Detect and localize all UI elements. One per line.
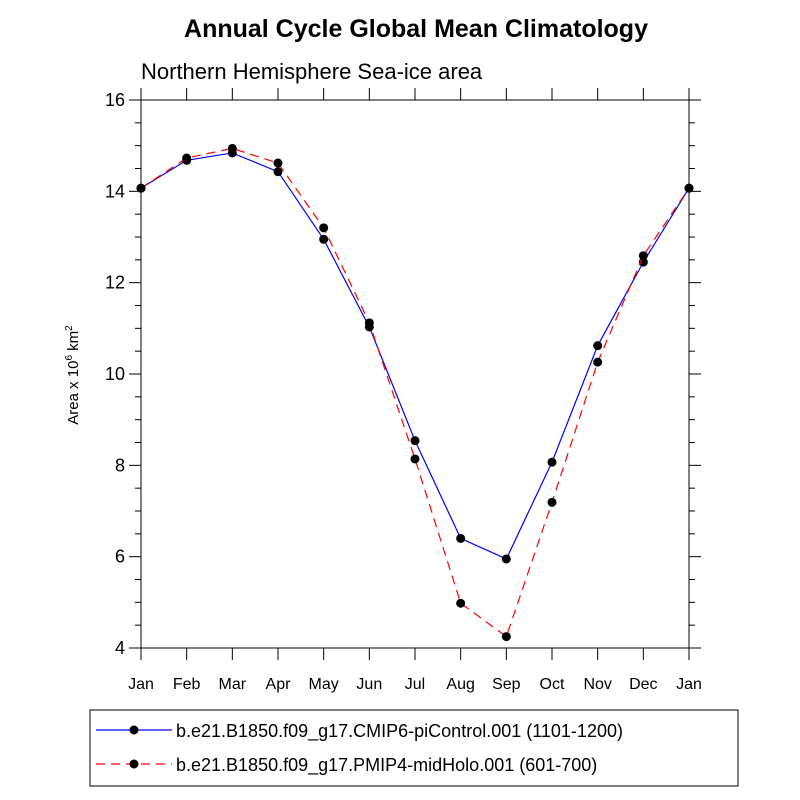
x-tick-label: Jun xyxy=(356,676,382,693)
series-line xyxy=(140,147,690,638)
x-tick-label: Nov xyxy=(583,676,611,693)
x-tick-label: Feb xyxy=(173,676,201,693)
data-point xyxy=(364,318,374,328)
plot-area-border xyxy=(140,99,690,649)
series-line xyxy=(140,152,690,560)
series-layer xyxy=(136,143,694,642)
y-axis-label: Area x 106 km2 xyxy=(64,325,82,425)
x-tick-label: Mar xyxy=(219,676,247,693)
y-tick-label: 10 xyxy=(105,364,125,384)
y-tick-label: 14 xyxy=(105,181,125,201)
data-point xyxy=(547,457,557,467)
legend-marker xyxy=(129,725,139,735)
data-point xyxy=(501,554,511,564)
data-point xyxy=(684,183,694,193)
chart-title: Annual Cycle Global Mean Climatology xyxy=(184,15,648,43)
x-ticks: Jan Feb Mar Apr May Jun Jul Aug Sep Oct Nov Dec Jan xyxy=(128,88,702,693)
data-point xyxy=(410,436,420,446)
series-1 xyxy=(136,148,694,564)
x-tick-label: Aug xyxy=(446,676,474,693)
y-tick-label: 16 xyxy=(105,90,125,110)
x-tick-label: Jan xyxy=(676,676,702,693)
x-tick-label: Oct xyxy=(540,676,565,693)
data-point xyxy=(182,153,192,163)
data-point xyxy=(501,632,511,642)
legend: b.e21.B1850.f09_g17.CMIP6-piControl.001 … xyxy=(89,709,739,787)
data-point xyxy=(456,533,466,543)
legend-box xyxy=(89,709,739,787)
data-point xyxy=(410,454,420,464)
legend-marker xyxy=(129,759,139,769)
chart-subtitle: Northern Hemisphere Sea-ice area xyxy=(141,59,483,84)
y-axis-label-prefix: Area x 10 xyxy=(65,361,82,425)
data-point xyxy=(319,234,329,244)
data-point xyxy=(593,357,603,367)
series-2 xyxy=(136,143,694,642)
legend-label: b.e21.B1850.f09_g17.PMIP4-midHolo.001 (6… xyxy=(176,755,597,776)
y-axis-label-exp: 6 xyxy=(64,355,75,361)
x-tick-label: Jul xyxy=(405,676,425,693)
y-tick-label: 8 xyxy=(115,455,125,475)
data-point xyxy=(547,497,557,507)
data-point xyxy=(638,251,648,261)
y-tick-label: 6 xyxy=(115,547,125,567)
y-tick-label: 4 xyxy=(115,638,125,658)
y-ticks: 4 6 8 10 12 14 16 xyxy=(105,90,701,658)
legend-label: b.e21.B1850.f09_g17.CMIP6-piControl.001 … xyxy=(176,721,623,742)
data-point xyxy=(319,223,329,233)
data-point xyxy=(456,598,466,608)
data-point xyxy=(227,143,237,153)
y-axis-label-unit: km xyxy=(65,331,82,351)
data-point xyxy=(273,167,283,177)
y-tick-label: 12 xyxy=(105,273,125,293)
x-tick-label: May xyxy=(309,676,339,693)
data-point xyxy=(593,341,603,351)
x-tick-label: Sep xyxy=(492,676,521,693)
data-point xyxy=(273,158,283,168)
data-point xyxy=(136,183,146,193)
x-tick-label: Dec xyxy=(629,676,657,693)
plot-frame xyxy=(140,99,690,649)
x-tick-label: Jan xyxy=(128,676,154,693)
x-tick-label: Apr xyxy=(266,676,292,693)
y-axis-label-unit-exp: 2 xyxy=(64,325,75,331)
